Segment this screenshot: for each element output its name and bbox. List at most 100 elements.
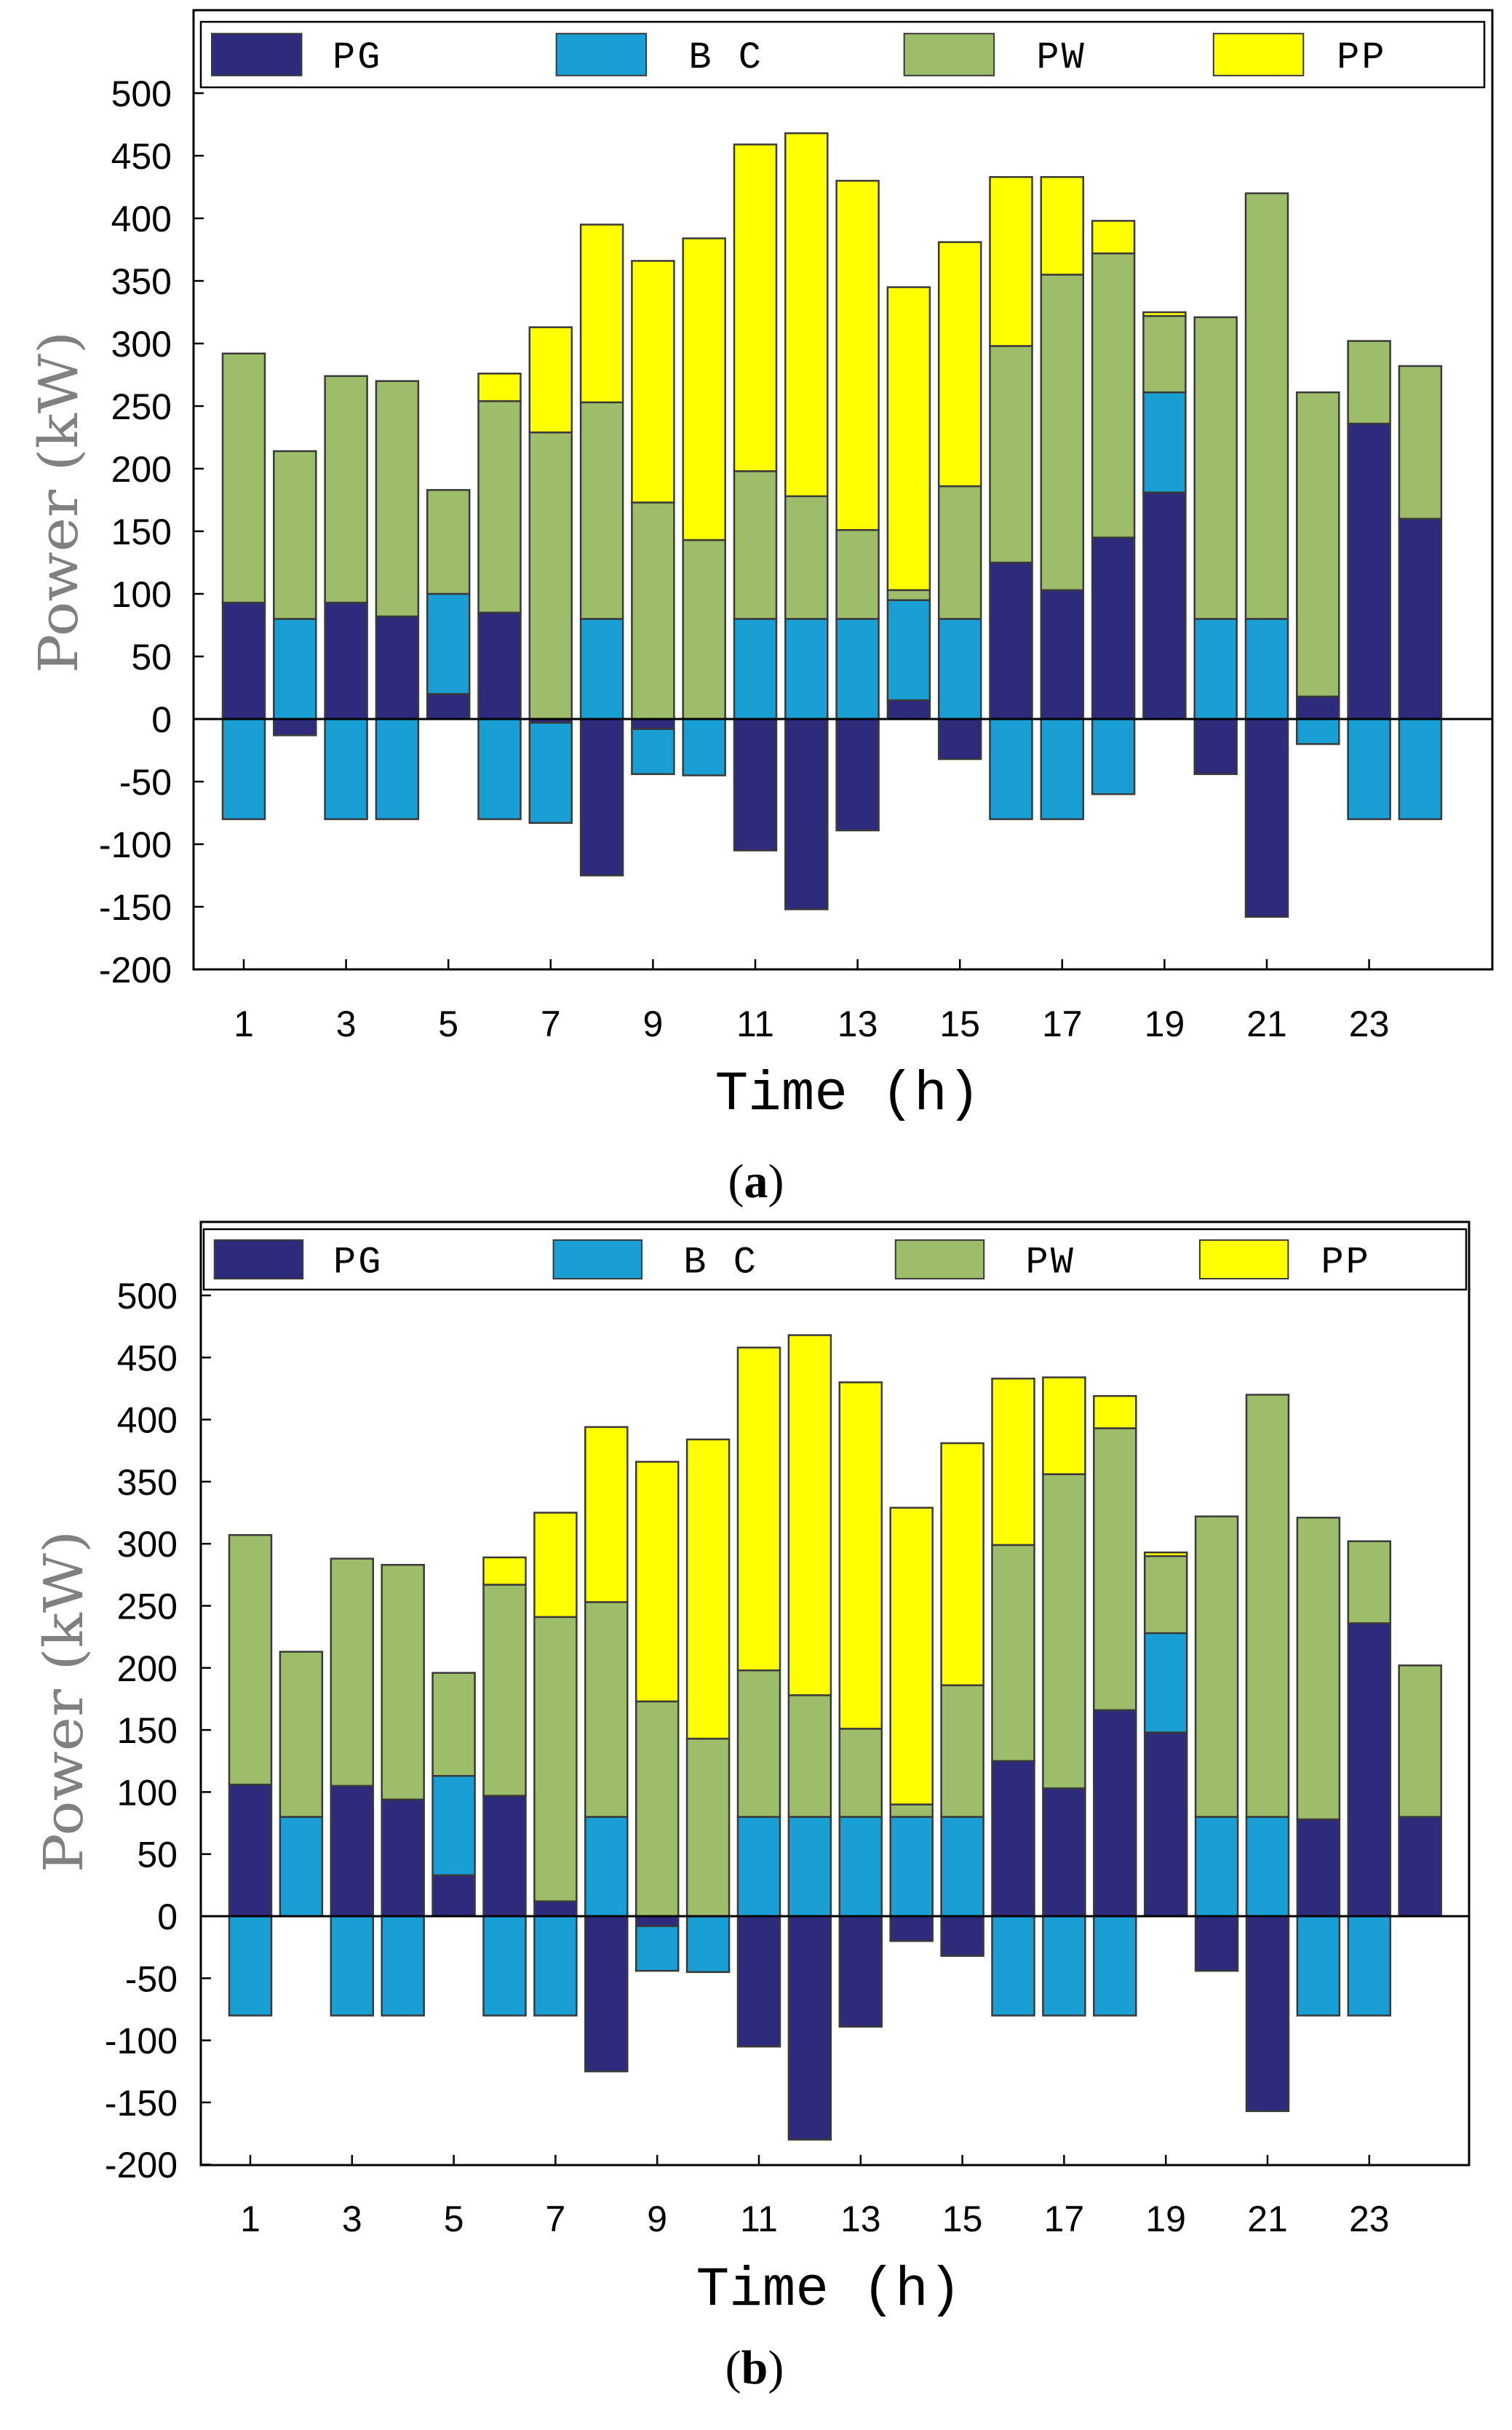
b-bar-bc-h11 — [736, 1816, 781, 1918]
a-x-tick-label-11: 11 — [736, 1004, 774, 1044]
b-bar-bc-h5 — [431, 1774, 476, 1876]
a-bar-bc-h4 — [375, 718, 420, 820]
chart-a: 500450400350300250200150100500-50-100-15… — [28, 9, 1494, 1208]
a-legend-swatch-pp — [1212, 33, 1305, 76]
a-x-tick-label-19: 19 — [1145, 1004, 1185, 1044]
b-bar-pg-h6 — [482, 1795, 527, 1918]
a-bar-pg-h5 — [426, 693, 471, 720]
a-bar-pp-h7 — [528, 326, 573, 434]
a-bar-pw-h15 — [937, 485, 982, 620]
b-panel-label-letter: b — [741, 2341, 768, 2394]
a-bar-pp-h17 — [1040, 175, 1085, 276]
a-bar-bc-h16 — [989, 718, 1033, 820]
a-x-axis-title: Time (h) — [715, 1063, 981, 1126]
a-bar-pw-h4 — [375, 380, 420, 618]
b-bar-pp-h6 — [482, 1556, 527, 1586]
b-bar-pw-h11 — [736, 1669, 781, 1818]
a-panel-label-close: ) — [768, 1155, 784, 1208]
a-y-tick-label-400: 400 — [111, 199, 172, 239]
b-x-axis-title: Time (h) — [696, 2259, 962, 2322]
b-bar-pw-h9 — [634, 1700, 680, 1918]
b-bar-pg-h12 — [787, 1915, 832, 2141]
b-bar-bc-h4 — [381, 1915, 425, 2017]
a-bar-bc-h3 — [324, 718, 368, 820]
b-bar-pw-h8 — [584, 1601, 629, 1818]
a-bar-bc-h10 — [682, 718, 726, 777]
a-y-tick-label-50: 50 — [131, 637, 172, 678]
b-bar-pp-h13 — [838, 1381, 883, 1730]
a-bar-bc-h1 — [221, 718, 266, 820]
b-x-tick-label-15: 15 — [942, 2199, 983, 2239]
a-y-tick-label-100: 100 — [111, 574, 172, 615]
b-x-tick-label-11: 11 — [740, 2199, 778, 2239]
b-bar-pg-h19 — [1143, 1731, 1188, 1918]
b-bar-pp-h17 — [1042, 1376, 1086, 1475]
b-bar-pg-h23 — [1347, 1622, 1392, 1918]
b-bar-bc-h1 — [228, 1915, 273, 2017]
a-bar-bc-h24 — [1398, 718, 1443, 820]
b-bar-pp-h16 — [991, 1378, 1035, 1546]
b-bar-pg-h8 — [584, 1915, 629, 2073]
a-legend-label-pw: PW — [1036, 36, 1086, 79]
chart-b: 500450400350300250200150100500-50-100-15… — [33, 1220, 1471, 2394]
a-bar-pg-h17 — [1040, 589, 1085, 720]
a-bar-pg-h22 — [1296, 695, 1340, 720]
a-y-tick-label-350: 350 — [111, 261, 172, 302]
b-bar-bc-h10 — [685, 1915, 731, 1974]
b-bar-pw-h7 — [533, 1616, 578, 1902]
b-bar-pg-h17 — [1042, 1787, 1086, 1918]
a-bar-pg-h12 — [784, 718, 829, 910]
b-bar-bc-h2 — [279, 1816, 324, 1918]
b-bar-pg-h7 — [533, 1900, 578, 1918]
a-bar-bc-h12 — [784, 618, 829, 720]
a-bar-bc-h21 — [1244, 618, 1289, 720]
a-bar-pg-h15 — [937, 718, 982, 761]
a-bar-bc-h18 — [1091, 718, 1136, 795]
a-x-tick-label-7: 7 — [541, 1004, 561, 1044]
b-y-tick-label-450: 450 — [117, 1338, 178, 1378]
a-bar-pw-h6 — [477, 400, 522, 614]
b-bar-bc-h19 — [1143, 1632, 1188, 1734]
b-x-tick-label-21: 21 — [1247, 2199, 1288, 2239]
a-bar-pg-h20 — [1193, 718, 1238, 775]
a-bar-pw-h18 — [1091, 252, 1136, 539]
b-bar-pg-h14 — [889, 1915, 934, 1942]
b-bar-pw-h12 — [787, 1694, 832, 1818]
b-bars — [228, 1334, 1442, 2141]
a-bar-pp-h13 — [835, 180, 880, 531]
b-y-tick-label-200: 200 — [117, 1648, 178, 1689]
b-bar-pw-h16 — [991, 1544, 1035, 1762]
a-bar-pw-h5 — [426, 488, 471, 595]
b-bar-pw-h5 — [431, 1672, 476, 1777]
a-x-tick-label-15: 15 — [939, 1004, 980, 1044]
a-bar-bc-h8 — [579, 618, 624, 720]
b-x-tick-label-9: 9 — [647, 2199, 667, 2239]
b-bar-pw-h3 — [330, 1557, 375, 1787]
a-bar-pg-h14 — [886, 699, 931, 720]
b-bar-pw-h23 — [1347, 1540, 1392, 1624]
a-bar-pw-h3 — [324, 375, 368, 604]
b-legend-label-pp: PP — [1321, 1242, 1370, 1285]
a-bar-bc-h5 — [426, 592, 471, 695]
b-bar-pg-h9 — [634, 1915, 680, 1927]
a-y-axis-title: Power (kW) — [28, 331, 90, 673]
a-bar-pw-h8 — [579, 401, 624, 620]
a-bar-pw-h24 — [1398, 365, 1443, 520]
a-bar-pg-h23 — [1347, 422, 1391, 720]
a-bar-bc-h20 — [1193, 618, 1238, 720]
a-bar-bc-h23 — [1347, 718, 1391, 820]
a-bar-pp-h8 — [579, 223, 624, 404]
b-bar-bc-h9 — [634, 1925, 680, 1972]
a-bar-pp-h18 — [1091, 220, 1136, 255]
a-legend-label-bc: B C — [688, 36, 763, 79]
b-bar-pg-h15 — [940, 1915, 984, 1957]
b-bar-pp-h15 — [940, 1442, 984, 1686]
b-x-tick-label-17: 17 — [1044, 2199, 1085, 2239]
a-legend: PG B C PW PP — [199, 20, 1486, 89]
b-y-tick-label-50: 50 — [137, 1835, 178, 1875]
a-bar-bc-h13 — [835, 618, 880, 720]
a-legend-swatch-pw — [903, 33, 995, 76]
b-bar-bc-h22 — [1296, 1915, 1341, 2017]
b-panel-label-close: ) — [768, 2341, 784, 2394]
